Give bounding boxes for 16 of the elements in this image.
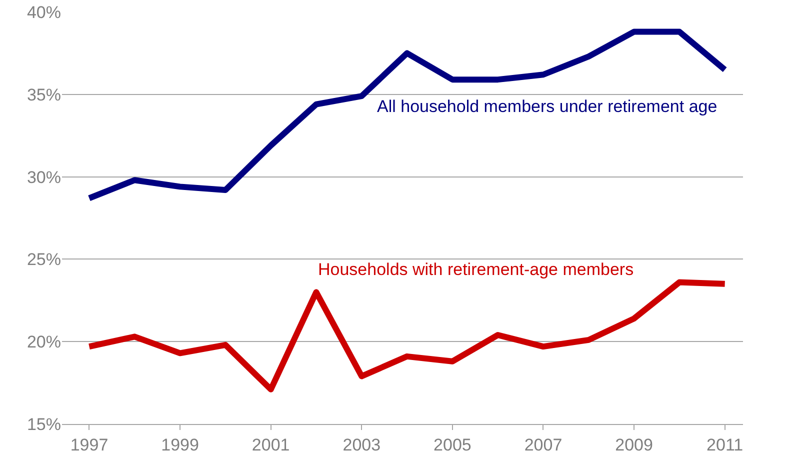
series-label: All household members under retirement age [377, 97, 718, 116]
y-tick-label: 30% [26, 168, 61, 187]
y-tick-label: 15% [26, 414, 61, 434]
x-tick-label: 2005 [434, 435, 472, 454]
x-tick-label: 2009 [615, 435, 653, 454]
y-tick-label: 25% [26, 250, 61, 270]
y-tick-label: 40% [26, 2, 61, 22]
x-tick-label: 1997 [70, 435, 108, 454]
series-label: Households with retirement-age members [318, 260, 634, 279]
x-tick-label: 2011 [706, 435, 744, 454]
y-tick-label: 20% [26, 332, 61, 352]
x-tick-label: 2007 [524, 435, 562, 454]
x-tick-label: 1999 [161, 435, 199, 454]
x-tick-label: 2003 [342, 435, 381, 454]
x-tick-label: 2001 [252, 435, 290, 454]
y-tick-label: 35% [26, 85, 61, 104]
